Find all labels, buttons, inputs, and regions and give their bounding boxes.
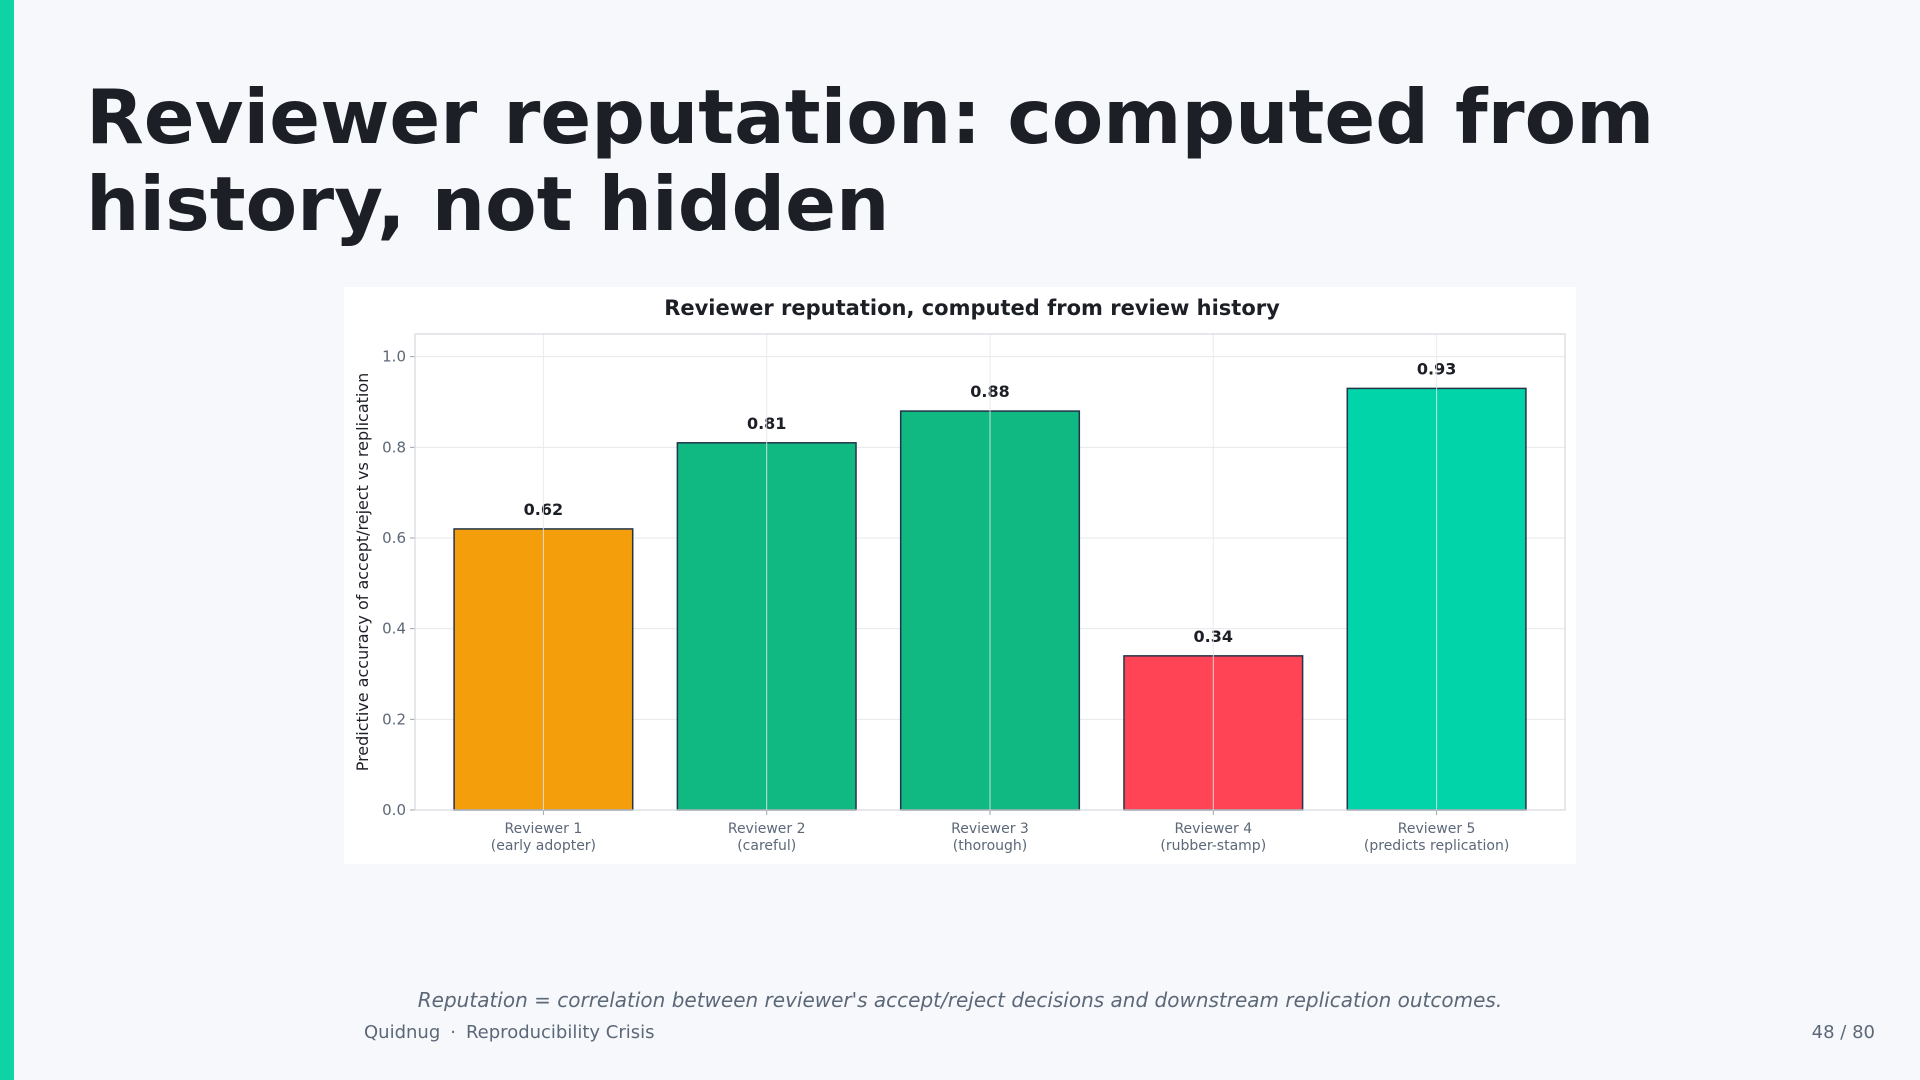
chart-title: Reviewer reputation, computed from revie… [664, 296, 1280, 320]
x-tick-label-sub: (predicts replication) [1364, 838, 1509, 854]
footer-topic: Reproducibility Crisis [465, 1022, 655, 1043]
page-number: 48 / 80 [1811, 1022, 1875, 1043]
accent-bar [0, 0, 14, 1080]
y-tick-label: 0.4 [382, 620, 406, 638]
x-tick-label: Reviewer 5 [1398, 821, 1476, 837]
x-tick-label: Reviewer 2 [728, 821, 806, 837]
y-tick-label: 1.0 [382, 348, 406, 366]
x-tick-label-sub: (rubber-stamp) [1160, 838, 1266, 854]
slide-title: Reviewer reputation: computed from histo… [86, 73, 1655, 248]
x-tick-label-sub: (thorough) [953, 838, 1028, 854]
footer-brand: Quidnug [364, 1022, 441, 1043]
y-tick-label: 0.8 [382, 438, 406, 456]
y-tick-label: 0.0 [382, 801, 406, 819]
x-tick-label-sub: (careful) [737, 838, 796, 854]
y-axis-label: Predictive accuracy of accept/reject vs … [353, 373, 372, 772]
footer-brand-line: Quidnug · Reproducibility Crisis [364, 1022, 655, 1043]
plot-frame [414, 333, 1566, 811]
chart-caption: Reputation = correlation between reviewe… [417, 988, 1503, 1012]
x-tick-label-sub: (early adopter) [491, 838, 596, 854]
chart-card: Reviewer reputation, computed from revie… [344, 287, 1576, 864]
y-tick-label: 0.2 [382, 710, 406, 728]
x-tick-label: Reviewer 1 [505, 821, 583, 837]
bar-chart: Reviewer reputation, computed from revie… [353, 296, 1566, 854]
x-tick-label: Reviewer 4 [1174, 821, 1252, 837]
footer-separator: · [450, 1022, 456, 1043]
x-tick-label: Reviewer 3 [951, 821, 1029, 837]
y-tick-label: 0.6 [382, 529, 406, 547]
